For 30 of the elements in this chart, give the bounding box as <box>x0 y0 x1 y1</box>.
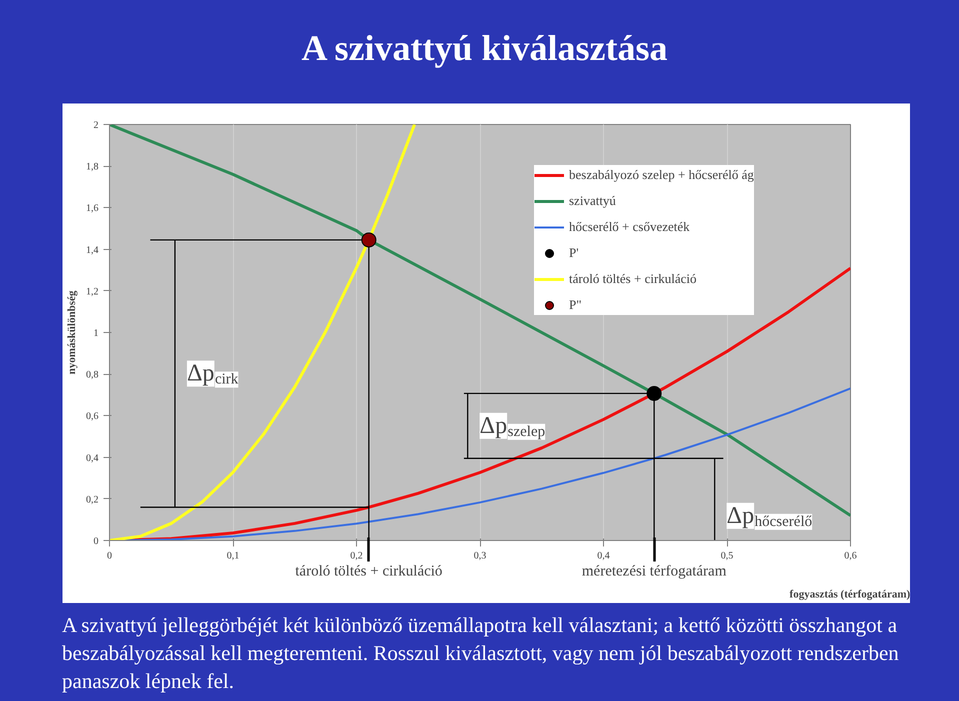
y-tick-label: 1,8 <box>86 162 98 173</box>
y-axis-title: nyomáskülönbség <box>66 290 78 374</box>
legend-label: tároló töltés + cirkuláció <box>569 271 697 287</box>
y-tick-label: 2 <box>94 120 98 131</box>
x-tick-label: 0 <box>107 550 112 562</box>
x-tick-label: 0,4 <box>597 550 610 562</box>
y-tick-label: 1 <box>94 328 98 339</box>
x-tick-label: 0,6 <box>844 550 857 562</box>
x-tick-label: 0,5 <box>720 550 734 562</box>
legend-label: beszabályozó szelep + hőcserélő ág <box>569 167 754 183</box>
annotation: méretezési térfogatáram <box>582 564 727 580</box>
chart-title: A szivattyú kiválasztása <box>301 27 668 70</box>
annotation: tároló töltés + cirkuláció <box>295 564 442 580</box>
x-tick-label: 0,3 <box>474 550 486 562</box>
y-tick-label: 0,6 <box>86 411 98 422</box>
y-tick-label: 0 <box>94 536 98 547</box>
x-axis-title: fogyasztás (térfogatáram) <box>790 588 911 600</box>
x-tick-label: 0,1 <box>226 550 240 562</box>
legend-label: P" <box>569 297 583 313</box>
legend-label: hőcserélő + csővezeték <box>569 219 690 235</box>
text: A szivattyú jelleggörbéjét két különböző üzemállapotra kell választani; a kettő közötti összhangot a beszabályozással kell megteremteni. Rosszul kiválasztott, vagy nem jól beszabályozott rendszerben panaszok lépnek fel. <box>62 612 900 695</box>
legend-label: szivattyú <box>569 193 616 209</box>
legend-label: P' <box>569 245 580 261</box>
y-tick-label: 0,8 <box>86 370 98 381</box>
y-tick-label: 1,2 <box>86 286 98 298</box>
y-tick-label: 1,6 <box>86 203 98 214</box>
y-tick-label: 1,4 <box>86 244 98 256</box>
y-tick-label: 0,2 <box>86 494 98 506</box>
y-tick-label: 0,4 <box>86 452 98 464</box>
x-tick-label: 0,2 <box>350 550 363 562</box>
